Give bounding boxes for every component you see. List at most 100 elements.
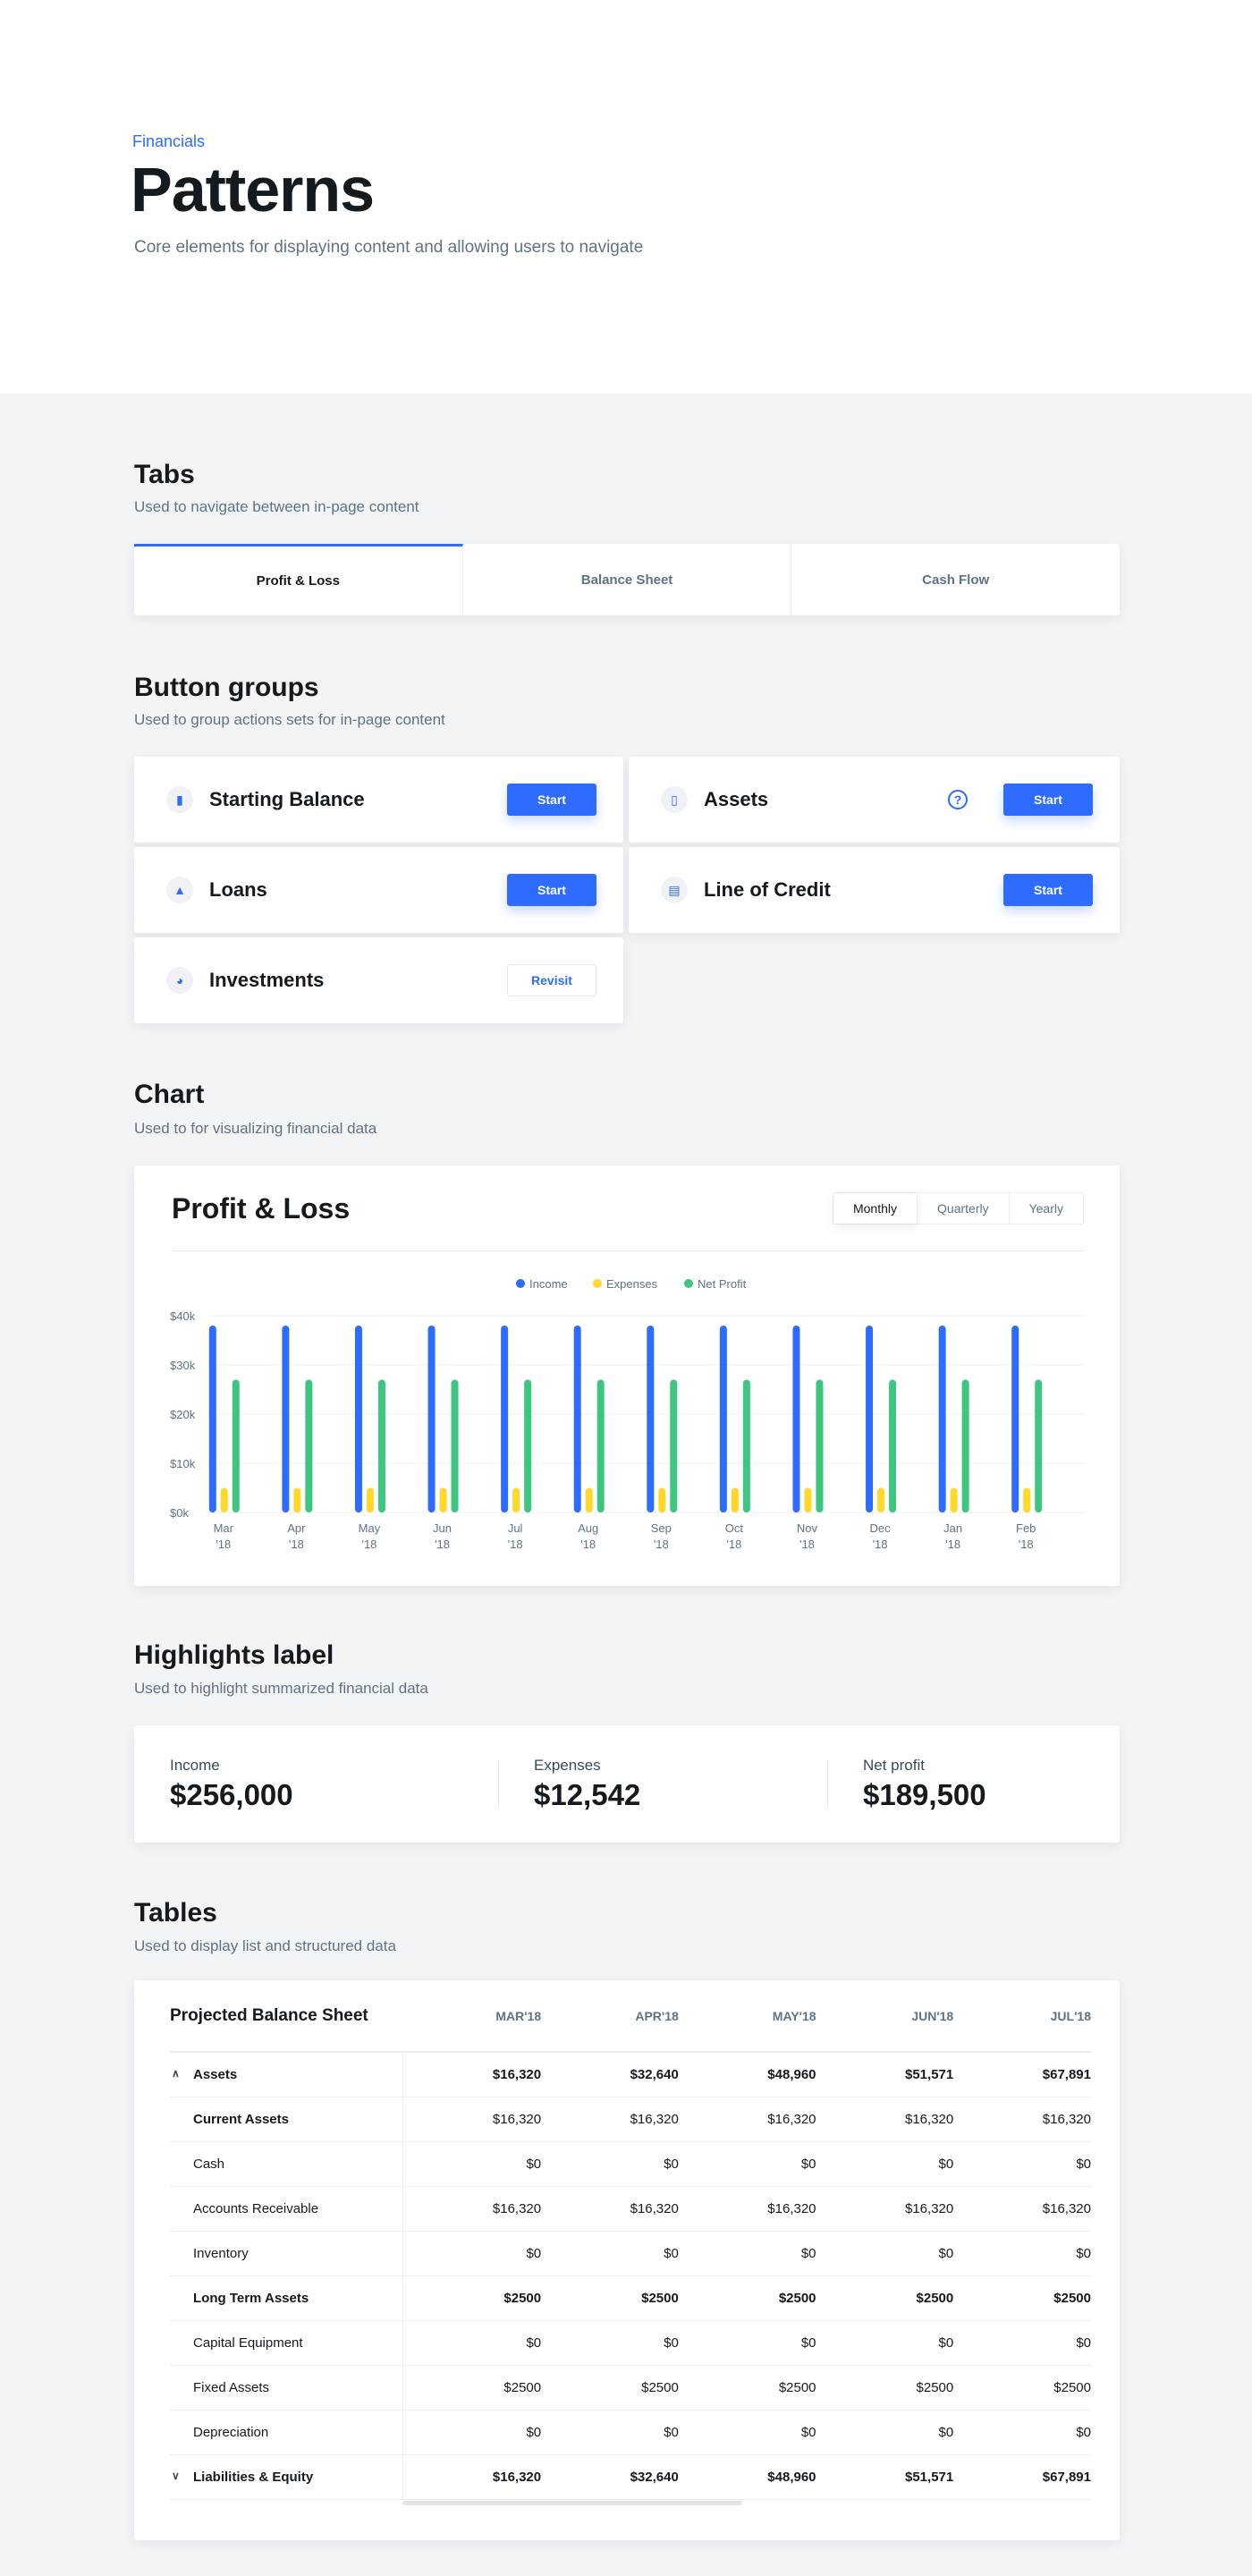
table-cell: $16,320	[541, 2097, 679, 2142]
x-tick-label: May	[359, 1521, 381, 1535]
row-label-text: Cash	[193, 2156, 225, 2172]
row-label-text: Long Term Assets	[193, 2290, 309, 2306]
table-cell: $16,320	[816, 2097, 954, 2142]
table-row: Current Assets $16,320 $16,320 $16,320 $16,3…	[170, 2097, 1091, 2142]
x-tick-label: Sep	[651, 1521, 672, 1535]
x-tick-label: '18	[654, 1538, 669, 1551]
x-tick-label: Oct	[725, 1521, 744, 1535]
table-cell: $51,571	[816, 2052, 954, 2097]
table-cell: $51,571	[816, 2454, 954, 2500]
table-card: Projected Balance Sheet MAR'18 APR'18 MAY'1…	[134, 1980, 1120, 2540]
table-cell: $2500	[953, 2365, 1091, 2411]
legend-swatch	[593, 1279, 602, 1288]
y-tick-label: $20k	[170, 1408, 196, 1421]
bar-expenses	[439, 1487, 447, 1513]
bar-net-profit	[961, 1379, 969, 1513]
bar-net-profit	[889, 1379, 897, 1513]
bar-expenses	[804, 1487, 812, 1513]
divider	[827, 1761, 828, 1808]
table-cell: $16,320	[678, 2097, 816, 2142]
period-quarterly[interactable]: Quarterly	[918, 1193, 1010, 1224]
row-label: Accounts Receivable	[170, 2186, 403, 2232]
bar-net-profit	[377, 1379, 385, 1513]
x-tick-label: Aug	[578, 1521, 598, 1535]
horizontal-scrollbar[interactable]	[402, 2501, 742, 2505]
divider	[498, 1761, 499, 1808]
y-tick-label: $10k	[170, 1457, 196, 1470]
highlight-value: $189,500	[863, 1777, 986, 1811]
item-label: Investments	[209, 969, 325, 991]
table-cell: $2500	[678, 2365, 816, 2411]
column-header: MAR'18	[402, 1980, 542, 2053]
x-tick-label: '18	[289, 1538, 304, 1551]
table-cell: $2500	[816, 2275, 954, 2321]
highlight-value: $12,542	[534, 1777, 641, 1811]
chevron-up-icon[interactable]: ∧	[172, 2066, 180, 2080]
table-row: Accounts Receivable $16,320 $16,320 $16,320…	[170, 2186, 1091, 2232]
bar-net-profit	[451, 1379, 459, 1513]
bar-income	[573, 1326, 581, 1513]
x-tick-label: Jul	[508, 1521, 523, 1535]
row-label: ∧ Assets	[170, 2052, 403, 2097]
row-label-text: Fixed Assets	[193, 2379, 270, 2395]
highlight-label: Income	[170, 1756, 220, 1774]
row-label: ∨ Liabilities & Equity	[170, 2454, 403, 2500]
start-button[interactable]: Start	[1003, 874, 1093, 906]
row-label-text: Current Assets	[193, 2111, 289, 2127]
legend-label: Net Profit	[698, 1277, 747, 1291]
section-title: Tabs	[134, 460, 195, 489]
highlights-card: Income $256,000 Expenses $12,542 Net profi…	[134, 1725, 1120, 1843]
table-cell: $16,320	[953, 2097, 1091, 2142]
table-cell: $16,320	[402, 2186, 542, 2232]
table-cell: $0	[678, 2231, 816, 2276]
table-cell: $16,320	[402, 2097, 542, 2142]
row-label-text: Inventory	[193, 2245, 249, 2261]
chevron-down-icon[interactable]: ∨	[172, 2469, 180, 2482]
tab-balance-sheet[interactable]: Balance Sheet	[463, 544, 792, 615]
bar-expenses	[512, 1487, 520, 1513]
item-label: Assets	[704, 788, 769, 810]
start-button[interactable]: Start	[507, 784, 596, 816]
divider	[172, 1250, 1084, 1251]
highlight-net-profit: Net profit $189,500	[863, 1725, 986, 1843]
table-row: Depreciation $0 $0 $0 $0 $0	[170, 2410, 1091, 2455]
tab-cash-flow[interactable]: Cash Flow	[922, 572, 990, 588]
chart-card: Profit & Loss Monthly Quarterly Yearly $…	[134, 1165, 1120, 1586]
table-cell: $2500	[816, 2365, 954, 2411]
help-icon[interactable]: ?	[948, 790, 968, 809]
row-label: Depreciation	[170, 2410, 403, 2455]
table-cell: $0	[541, 2231, 679, 2276]
table-row: Capital Equipment $0 $0 $0 $0 $0	[170, 2320, 1091, 2366]
tab-profit-loss[interactable]: Profit & Loss	[134, 544, 463, 615]
start-button[interactable]: Start	[1003, 784, 1093, 816]
table-cell: $67,891	[953, 2454, 1091, 2500]
table-row[interactable]: ∧ Assets $16,320 $32,640 $48,960 $51,571 $67,8…	[170, 2052, 1091, 2097]
row-label-text: Depreciation	[193, 2424, 269, 2440]
row-label: Capital Equipment	[170, 2320, 403, 2366]
period-monthly[interactable]: Monthly	[833, 1193, 918, 1224]
bar-income	[647, 1326, 655, 1513]
tab-bar: Profit & Loss Balance Sheet Cash Flow	[134, 544, 1120, 615]
period-yearly[interactable]: Yearly	[1028, 1201, 1063, 1216]
bar-income	[282, 1326, 290, 1513]
bar-income	[208, 1326, 216, 1513]
period-toggle: Monthly Quarterly Yearly	[832, 1192, 1084, 1224]
register-icon: ▤	[661, 877, 688, 903]
table-row: Fixed Assets $2500 $2500 $2500 $2500 $2500	[170, 2365, 1091, 2411]
table-cell: $2500	[953, 2275, 1091, 2321]
section-subtitle: Used to navigate between in-page content	[134, 498, 419, 515]
table-row[interactable]: ∨ Liabilities & Equity $16,320 $32,640 $48,9…	[170, 2454, 1091, 2500]
x-tick-label: Feb	[1016, 1521, 1036, 1535]
bar-expenses	[731, 1487, 739, 1513]
section-subtitle: Used to highlight summarized financial d…	[134, 1680, 428, 1697]
bar-income	[427, 1326, 436, 1513]
bar-expenses	[585, 1487, 593, 1513]
x-tick-label: '18	[945, 1538, 960, 1551]
start-button[interactable]: Start	[507, 874, 596, 906]
breadcrumb[interactable]: Financials	[132, 132, 206, 150]
table-cell: $48,960	[678, 2052, 816, 2097]
revisit-button[interactable]: Revisit	[507, 964, 596, 996]
page-title: Patterns	[131, 155, 375, 225]
bar-income	[354, 1326, 362, 1513]
table-cell: $2500	[402, 2365, 542, 2411]
